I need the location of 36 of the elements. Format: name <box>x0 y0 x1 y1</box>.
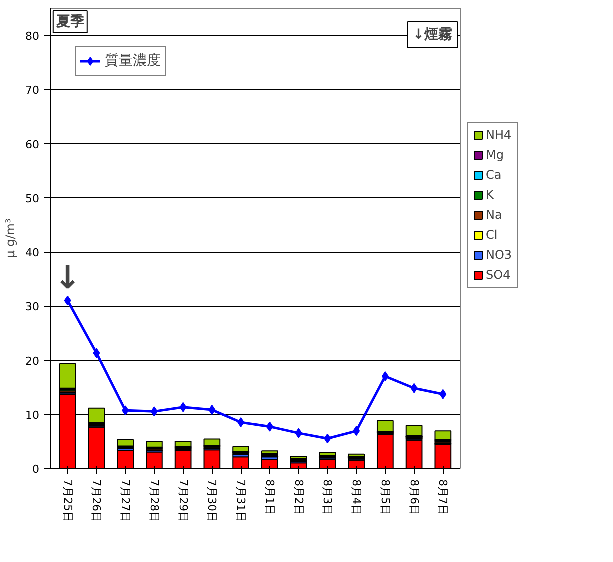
x-tick-label: 8月7日 <box>436 480 450 516</box>
annotation: ↓煙霧 <box>412 27 453 44</box>
legend-label: 質量濃度 <box>105 52 161 70</box>
annotation: ↓ <box>54 258 82 297</box>
x-tick-label: 7月26日 <box>90 480 104 522</box>
legend-label: NH4 <box>486 128 512 142</box>
legend-label: Cl <box>486 228 499 242</box>
x-tick-label: 8月3日 <box>321 480 334 516</box>
legend-label: K <box>486 188 495 202</box>
y-tick-label: 0 <box>32 463 40 476</box>
y-tick-label: 70 <box>26 84 40 98</box>
y-tick-label: 30 <box>26 300 40 314</box>
chart-title: 夏季 <box>55 13 84 30</box>
legend-label: Mg <box>486 148 505 162</box>
legend-label: Ca <box>486 168 503 182</box>
y-tick-label: 10 <box>26 408 40 422</box>
y-tick-label: 60 <box>26 138 40 152</box>
x-tick-label: 7月30日 <box>206 480 219 522</box>
x-tick-label: 7月29日 <box>176 480 190 522</box>
x-tick-label: 7月27日 <box>119 480 132 522</box>
legend-label: NO3 <box>486 248 512 262</box>
y-tick-label: 40 <box>26 246 40 260</box>
y-axis-title: μ g/m³ <box>4 218 18 258</box>
x-tick-label: 8月2日 <box>292 480 306 516</box>
legend-label: SO4 <box>486 268 511 282</box>
x-tick-label: 7月28日 <box>148 480 161 522</box>
x-tick-label: 7月31日 <box>234 480 248 522</box>
y-tick-label: 20 <box>26 354 40 368</box>
legend-label: Na <box>486 208 504 222</box>
y-tick-label: 80 <box>26 30 40 44</box>
x-tick-label: 8月6日 <box>408 480 421 516</box>
x-tick-label: 7月25日 <box>61 480 74 522</box>
y-tick-label: 50 <box>26 192 40 206</box>
x-tick-label: 8月1日 <box>263 480 276 516</box>
x-tick-label: 8月4日 <box>350 480 364 516</box>
x-tick-label: 8月5日 <box>378 480 392 516</box>
